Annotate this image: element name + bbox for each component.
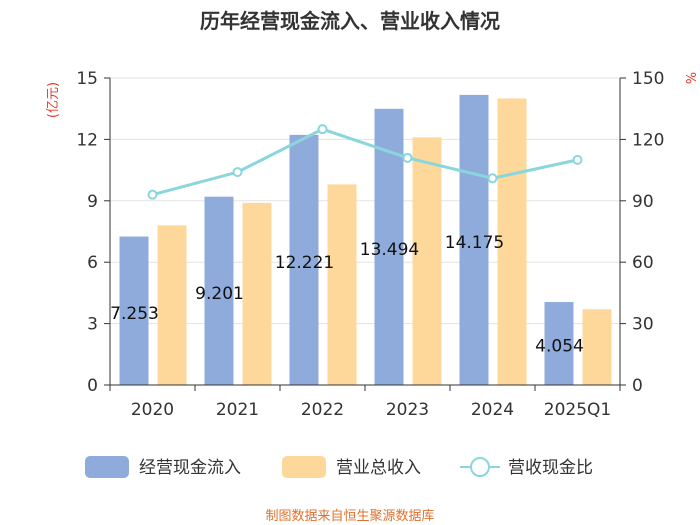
bar-revenue xyxy=(327,184,357,385)
left-tick-label: 12 xyxy=(76,130,98,150)
bar-revenue xyxy=(497,98,527,385)
x-tick-label: 2025Q1 xyxy=(544,400,611,420)
grid-lines xyxy=(110,77,620,325)
left-tick-label: 9 xyxy=(87,192,98,212)
legend-swatch-cash-inflow xyxy=(85,456,129,478)
bars xyxy=(119,94,612,385)
left-tick-label: 6 xyxy=(87,253,98,273)
bar-revenue xyxy=(582,309,612,385)
source-note: 制图数据来自恒生聚源数据库 xyxy=(265,508,434,524)
ratio-point xyxy=(232,167,243,178)
ratio-point xyxy=(487,173,498,184)
bar-data-label: 14.175 xyxy=(445,233,504,253)
x-tick-label: 2024 xyxy=(471,400,514,420)
left-tick-label: 0 xyxy=(87,376,98,396)
right-tick-label: 90 xyxy=(632,192,654,212)
chart-title: 历年经营现金流入、营业收入情况 xyxy=(200,9,500,33)
bar-data-label: 7.253 xyxy=(110,304,159,324)
ratio-point xyxy=(317,124,328,135)
right-axis-ticks: 0 30 60 90 120 150 xyxy=(620,69,664,396)
left-axis-unit: (亿元) xyxy=(46,82,61,118)
legend-label-revenue: 营业总收入 xyxy=(336,458,421,478)
x-axis-ticks: 2020 2021 2022 2023 2024 2025Q1 xyxy=(109,385,621,420)
bar-data-label: 13.494 xyxy=(360,240,419,260)
right-tick-label: 0 xyxy=(632,376,643,396)
bar-data-label: 9.201 xyxy=(195,284,244,304)
right-axis-unit: % xyxy=(682,72,697,84)
bar-labels: 7.253 9.201 12.221 13.494 14.175 4.054 xyxy=(110,233,584,357)
legend-swatch-revenue xyxy=(282,456,326,478)
x-tick-label: 2020 xyxy=(131,400,174,420)
right-tick-label: 30 xyxy=(632,315,654,335)
bar-cash-inflow xyxy=(544,302,574,385)
legend: 经营现金流入 营业总收入 营收现金比 xyxy=(85,456,593,478)
right-tick-label: 60 xyxy=(632,253,654,273)
legend-label-ratio: 营收现金比 xyxy=(508,458,593,478)
x-tick-label: 2023 xyxy=(386,400,429,420)
bar-cash-inflow xyxy=(204,196,234,385)
left-tick-label: 15 xyxy=(76,69,98,89)
ratio-line-path xyxy=(152,127,578,197)
bar-cash-inflow xyxy=(289,134,319,385)
bar-data-label: 4.054 xyxy=(535,337,584,357)
left-axis-ticks: 0 3 6 9 12 15 xyxy=(76,69,110,396)
bar-revenue xyxy=(242,202,272,385)
ratio-line xyxy=(147,124,583,200)
right-tick-label: 120 xyxy=(632,130,664,150)
bar-revenue xyxy=(412,137,442,385)
ratio-point xyxy=(572,154,583,165)
legend-label-cash-inflow: 经营现金流入 xyxy=(139,458,241,478)
x-tick-label: 2021 xyxy=(216,400,259,420)
ratio-point xyxy=(402,152,413,163)
left-tick-label: 3 xyxy=(87,315,98,335)
ratio-point xyxy=(147,189,158,200)
x-tick-label: 2022 xyxy=(301,400,344,420)
bar-revenue xyxy=(157,225,187,385)
bar-cash-inflow xyxy=(459,94,489,385)
legend-marker-ratio xyxy=(470,457,490,477)
right-tick-label: 150 xyxy=(632,69,664,89)
bar-data-label: 12.221 xyxy=(275,253,334,273)
bar-cash-inflow xyxy=(119,236,149,385)
